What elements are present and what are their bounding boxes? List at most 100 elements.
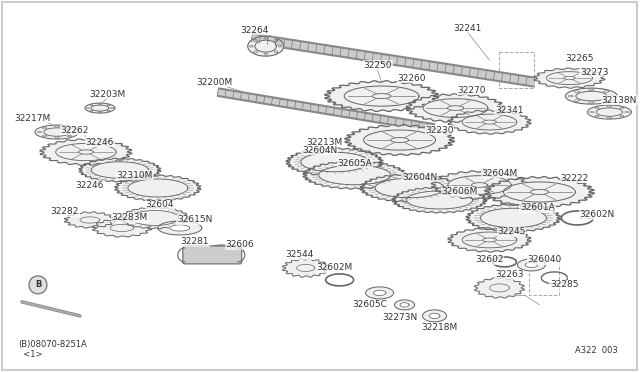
Text: 32604M: 32604M: [481, 169, 518, 177]
Text: 32260: 32260: [397, 74, 426, 83]
Polygon shape: [481, 208, 547, 228]
Text: 326040: 326040: [527, 256, 561, 264]
Text: 32602M: 32602M: [317, 263, 353, 272]
Polygon shape: [596, 108, 623, 116]
Text: A322  003: A322 003: [575, 346, 618, 355]
Text: 32273N: 32273N: [382, 313, 417, 323]
Polygon shape: [92, 162, 148, 178]
Polygon shape: [490, 284, 509, 292]
Polygon shape: [91, 105, 109, 111]
Polygon shape: [210, 245, 234, 255]
Polygon shape: [248, 36, 284, 56]
Polygon shape: [429, 313, 440, 318]
Ellipse shape: [29, 276, 47, 294]
Polygon shape: [373, 290, 386, 296]
Polygon shape: [406, 191, 472, 209]
Polygon shape: [360, 174, 459, 202]
Polygon shape: [588, 105, 631, 119]
Polygon shape: [504, 182, 575, 202]
Polygon shape: [364, 130, 436, 150]
Text: 32273: 32273: [580, 68, 609, 77]
Polygon shape: [462, 232, 517, 248]
Polygon shape: [131, 211, 179, 225]
Polygon shape: [423, 99, 488, 118]
Polygon shape: [301, 152, 369, 172]
Polygon shape: [216, 248, 227, 252]
Polygon shape: [483, 120, 496, 124]
Polygon shape: [406, 94, 505, 122]
Text: 32264: 32264: [241, 26, 269, 35]
Polygon shape: [483, 238, 496, 242]
Text: 32615N: 32615N: [177, 215, 212, 224]
Text: 32606: 32606: [225, 240, 254, 250]
Polygon shape: [92, 219, 152, 237]
Polygon shape: [80, 217, 100, 223]
Polygon shape: [44, 128, 70, 136]
Polygon shape: [78, 150, 93, 154]
Polygon shape: [395, 300, 415, 310]
Text: 32544: 32544: [285, 250, 314, 259]
Polygon shape: [282, 259, 329, 277]
Text: 32605A: 32605A: [337, 158, 372, 167]
Polygon shape: [79, 158, 161, 182]
Text: 32341: 32341: [495, 106, 524, 115]
Polygon shape: [158, 221, 202, 235]
Text: 32285: 32285: [550, 280, 579, 289]
Polygon shape: [474, 278, 525, 298]
Text: 32218M: 32218M: [421, 323, 458, 332]
Polygon shape: [484, 177, 594, 207]
Polygon shape: [534, 68, 605, 88]
Polygon shape: [564, 77, 575, 80]
Polygon shape: [576, 91, 607, 101]
Text: 32281: 32281: [180, 237, 209, 246]
Text: 32602N: 32602N: [580, 211, 615, 219]
Polygon shape: [375, 178, 444, 198]
Text: 32310M: 32310M: [116, 170, 153, 180]
Polygon shape: [286, 148, 383, 176]
Polygon shape: [110, 224, 134, 231]
Polygon shape: [345, 125, 454, 155]
Polygon shape: [319, 165, 390, 185]
Polygon shape: [40, 139, 132, 165]
Polygon shape: [56, 143, 116, 161]
Polygon shape: [365, 287, 394, 299]
Polygon shape: [448, 176, 511, 194]
Polygon shape: [303, 161, 406, 189]
Polygon shape: [35, 125, 79, 139]
Polygon shape: [518, 259, 545, 271]
Text: 32241: 32241: [453, 24, 482, 33]
Text: 32282: 32282: [51, 208, 79, 217]
Text: 32213M: 32213M: [307, 138, 343, 147]
Polygon shape: [344, 86, 419, 106]
Text: 32246: 32246: [86, 138, 114, 147]
Text: 32203M: 32203M: [90, 90, 126, 99]
Polygon shape: [64, 212, 116, 228]
Text: 32283M: 32283M: [112, 214, 148, 222]
Polygon shape: [472, 183, 488, 187]
Polygon shape: [422, 310, 447, 322]
Polygon shape: [462, 114, 517, 130]
Polygon shape: [372, 94, 391, 99]
Polygon shape: [115, 175, 201, 201]
Text: 32245: 32245: [497, 227, 525, 237]
Polygon shape: [390, 138, 408, 142]
Polygon shape: [547, 72, 593, 84]
FancyBboxPatch shape: [183, 246, 242, 264]
Text: 32138N: 32138N: [602, 96, 637, 105]
Text: 32217M: 32217M: [14, 113, 50, 122]
Text: 32601A: 32601A: [520, 203, 555, 212]
Polygon shape: [447, 106, 463, 110]
Text: 32200M: 32200M: [196, 78, 233, 87]
Polygon shape: [392, 187, 487, 213]
Polygon shape: [120, 207, 189, 229]
Text: 32604N: 32604N: [302, 145, 337, 154]
Polygon shape: [170, 225, 189, 231]
Text: 32222: 32222: [560, 173, 589, 183]
Polygon shape: [255, 40, 276, 52]
Text: 32263: 32263: [495, 270, 524, 279]
Text: 32270: 32270: [457, 86, 486, 94]
Text: (B)08070-8251A
  <1>: (B)08070-8251A <1>: [18, 340, 87, 359]
Polygon shape: [128, 179, 188, 197]
Polygon shape: [525, 262, 538, 267]
Text: B: B: [35, 280, 41, 289]
